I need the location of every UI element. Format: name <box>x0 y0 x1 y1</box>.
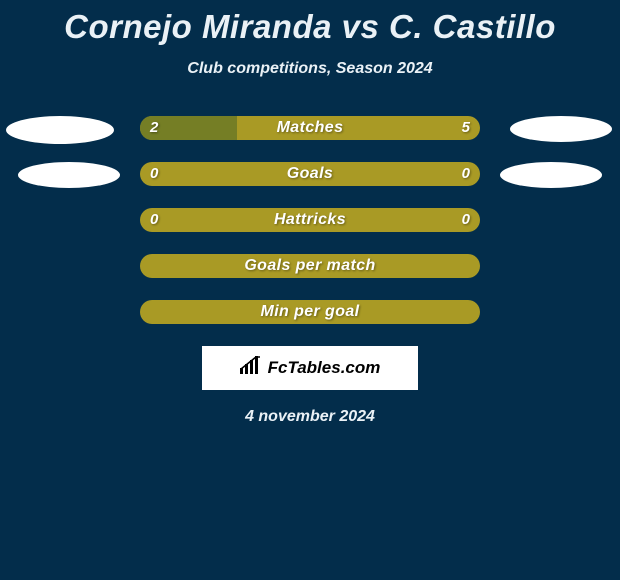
stat-row: Matches2 5 <box>0 116 620 140</box>
stat-label: Goals <box>140 162 480 186</box>
stat-label: Goals per match <box>140 254 480 278</box>
subtitle: Club competitions, Season 2024 <box>0 60 620 78</box>
stat-value-left: 0 <box>150 208 158 232</box>
stat-row: Goals0 0 <box>0 162 620 186</box>
source-badge: FcTables.com <box>202 346 418 390</box>
stat-label: Min per goal <box>140 300 480 324</box>
stat-row: Goals per match <box>0 254 620 278</box>
source-badge-text: FcTables.com <box>268 358 381 378</box>
stat-label: Hattricks <box>140 208 480 232</box>
infographic-container: Cornejo Miranda vs C. Castillo Club comp… <box>0 0 620 580</box>
stat-row: Min per goal <box>0 300 620 324</box>
stat-value-right: 0 <box>462 162 470 186</box>
stat-row: Hattricks0 0 <box>0 208 620 232</box>
stat-value-left: 2 <box>150 116 158 140</box>
stat-label: Matches <box>140 116 480 140</box>
stat-value-left: 0 <box>150 162 158 186</box>
page-title: Cornejo Miranda vs C. Castillo <box>0 0 620 46</box>
stat-value-right: 5 <box>462 116 470 140</box>
date-label: 4 november 2024 <box>0 408 620 426</box>
chart-icon <box>240 356 262 381</box>
stats-area: Matches25Goals00Hattricks00Goals per mat… <box>0 116 620 324</box>
stat-value-right: 0 <box>462 208 470 232</box>
